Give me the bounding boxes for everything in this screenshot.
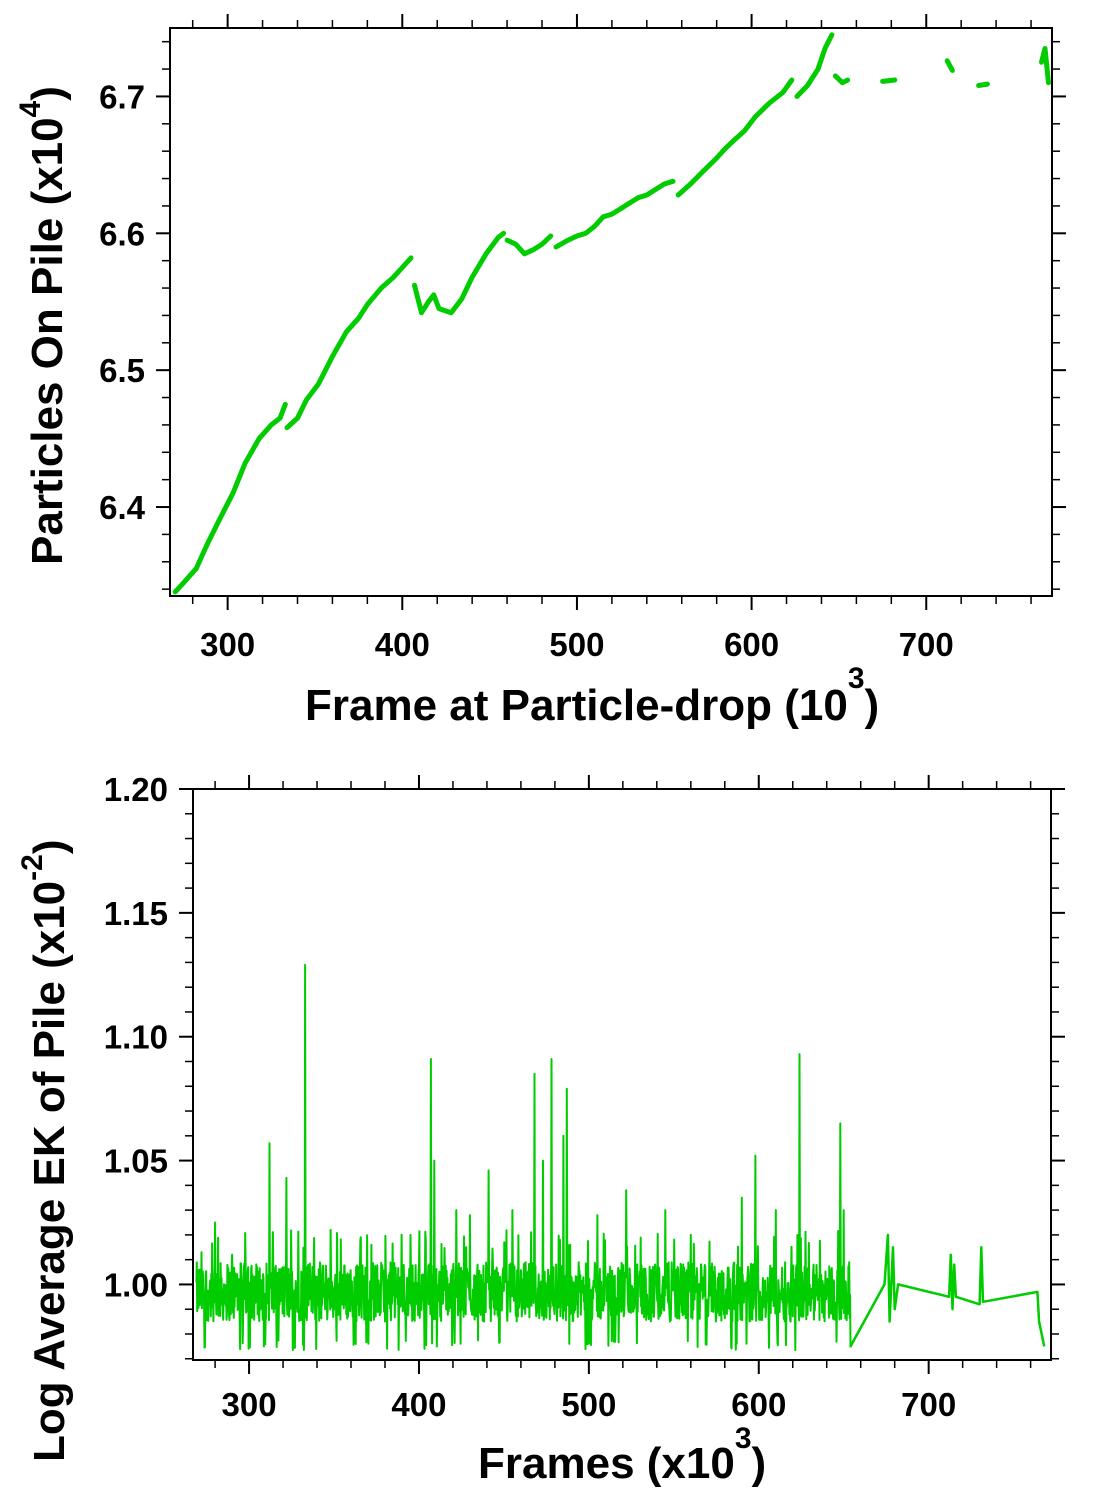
bottom-x-tick-label: 400 <box>391 1386 446 1423</box>
top-y-axis-label-exponent: 4 <box>14 100 47 117</box>
particles-series-segment <box>553 178 676 250</box>
bottom-x-axis-label-exponent: 3 <box>735 1422 752 1455</box>
bottom-y-axis-label-close: ) <box>25 840 74 855</box>
bottom-y-tick-label: 1.20 <box>104 771 168 808</box>
top-x-tick-label: 300 <box>200 626 255 663</box>
top-x-axis-label-exponent: 3 <box>848 662 865 695</box>
particles-series-segment <box>976 81 990 88</box>
particles-series-segment <box>172 401 288 595</box>
top-series <box>172 32 1051 595</box>
bottom-y-tick-label: 1.05 <box>104 1143 168 1180</box>
top-tick-marks <box>156 14 1066 610</box>
top-y-axis-label: Particles On Pile (x104) <box>14 86 72 565</box>
top-y-tick-label: 6.7 <box>99 78 145 115</box>
top-x-tick-label: 500 <box>549 626 604 663</box>
bottom-tick-labels: 300 400 500 600 700 1.00 1.05 1.10 1.15 1.20 <box>104 771 956 1423</box>
top-y-tick-label: 6.5 <box>99 352 145 389</box>
ek-sparse-series <box>849 1233 1046 1348</box>
bottom-y-tick-label: 1.00 <box>104 1266 168 1303</box>
top-x-tick-label: 600 <box>724 626 779 663</box>
bottom-x-tick-label: 700 <box>901 1386 956 1423</box>
particles-series-segment <box>832 73 851 86</box>
particles-series-segment <box>412 230 507 316</box>
ek-dense-series <box>195 963 852 1352</box>
top-x-tick-label: 400 <box>375 626 430 663</box>
bottom-x-axis-label-text: Frames (x10 <box>478 1439 735 1488</box>
bottom-y-tick-label: 1.15 <box>104 895 168 932</box>
particles-series-segment <box>504 233 554 257</box>
top-y-axis-label-close: ) <box>23 86 72 101</box>
bottom-series <box>195 963 1046 1352</box>
top-tick-labels: 300 400 500 600 700 6.4 6.5 6.6 6.7 <box>99 78 954 663</box>
particles-series-segment <box>794 32 835 99</box>
bottom-y-axis-label: Log Average EK of Pile (x10-2) <box>16 840 74 1462</box>
top-x-axis-label-close: ) <box>865 681 880 730</box>
top-y-tick-label: 6.6 <box>99 215 145 252</box>
top-y-axis-label-text: Particles On Pile (x10 <box>23 117 72 565</box>
bottom-x-tick-label: 500 <box>561 1386 616 1423</box>
top-x-axis-label: Frame at Particle-drop (103) <box>305 662 879 730</box>
particles-series-segment <box>284 255 414 431</box>
top-x-tick-label: 700 <box>899 626 954 663</box>
particles-series-segment <box>944 58 955 73</box>
particles-series-segment <box>675 77 795 198</box>
bottom-plot-frame <box>192 788 1052 1361</box>
bottom-chart: 300 400 500 600 700 1.00 1.05 1.10 1.15 1.20 Fram… <box>16 771 1065 1488</box>
bottom-x-axis-label: Frames (x103) <box>478 1422 766 1488</box>
bottom-x-tick-label: 300 <box>222 1386 277 1423</box>
top-x-axis-label-text: Frame at Particle-drop (10 <box>305 681 848 730</box>
bottom-y-axis-label-exponent: -2 <box>16 854 49 881</box>
bottom-x-tick-label: 600 <box>731 1386 786 1423</box>
bottom-tick-marks <box>179 775 1065 1374</box>
bottom-x-axis-label-close: ) <box>752 1439 767 1488</box>
top-chart: 300 400 500 600 700 6.4 6.5 6.6 6.7 Frame at Par… <box>14 14 1066 730</box>
top-y-tick-label: 6.4 <box>99 489 146 526</box>
top-plot-frame <box>169 27 1053 597</box>
particles-series-segment <box>880 77 898 84</box>
particles-series-segment <box>1039 46 1051 86</box>
bottom-y-axis-label-text: Log Average EK of Pile (x10 <box>25 881 74 1462</box>
bottom-y-tick-label: 1.10 <box>104 1019 168 1056</box>
